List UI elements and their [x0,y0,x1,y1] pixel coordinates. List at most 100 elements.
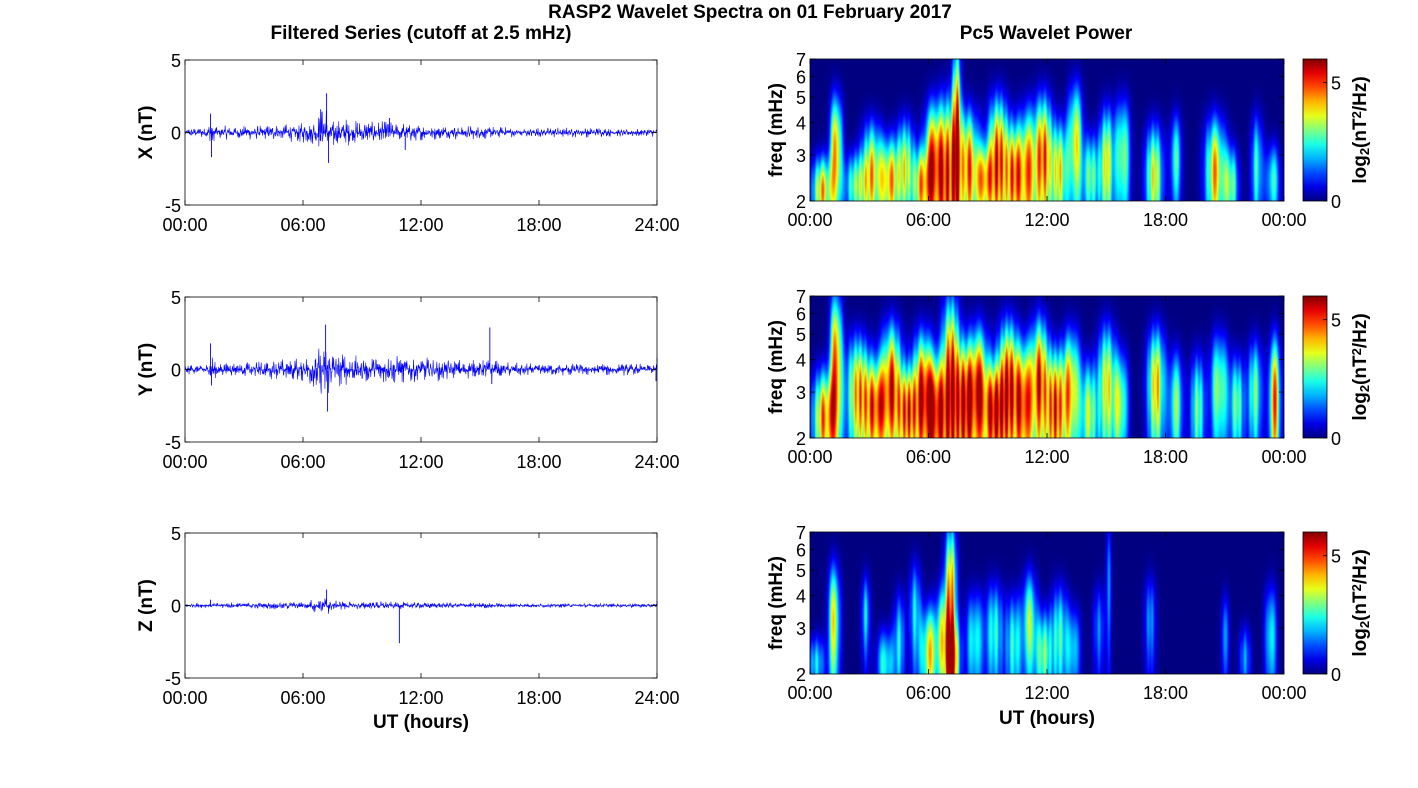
y-tick-label: 5 [171,524,181,544]
x-tick-label: 00:00 [1261,210,1306,230]
y-tick-label: 3 [796,146,806,166]
colorbar-label-part: /Hz) [1350,76,1371,111]
y-tick-label: 7 [796,523,806,543]
colorbar-label-part: 2 [1357,148,1372,155]
heatmap-raster [810,296,1284,438]
y-tick-label: 4 [796,113,806,133]
x-tick-label: 12:00 [1024,210,1069,230]
y-tick-label: 2 [796,665,806,685]
colorbar-label-part: 2 [1349,584,1364,591]
y-tick-label: -5 [165,669,181,689]
y-tick-label: 0 [171,597,181,617]
x-tick-label: 06:00 [906,210,951,230]
x-tick-label: 06:00 [280,688,325,708]
colorbar-tick-label: 5 [1331,547,1341,567]
x-tick-label: 00:00 [1261,447,1306,467]
y-tick-label: 7 [796,287,806,307]
x-tick-label: 24:00 [634,215,679,235]
heatmap-canvas [810,296,1284,438]
colorbar-label-part: /Hz) [1350,549,1371,584]
x-axis-label: UT (hours) [373,712,469,733]
x-tick-label: 18:00 [516,688,561,708]
colorbar-label-part: /Hz) [1350,313,1371,348]
x-axis-label: UT (hours) [999,708,1095,729]
colorbar [1302,295,1328,439]
x-tick-label: 00:00 [162,452,207,472]
x-tick-label: 00:00 [162,688,207,708]
colorbar-label-part: log [1350,155,1371,184]
colorbar-label-part: (nT [1350,355,1371,385]
y-axis-label: X (nT) [136,106,157,160]
y-tick-label: 0 [171,124,181,144]
x-tick-label: 12:00 [398,215,443,235]
x-tick-label: 00:00 [787,447,832,467]
trace-line [184,110,658,147]
right-column-title: Pc5 Wavelet Power [960,23,1133,44]
colorbar-tick-label: 0 [1331,665,1341,685]
x-tick-label: 18:00 [1143,210,1188,230]
y-axis-label: freq (mHz) [766,83,787,177]
x-tick-label: 06:00 [906,447,951,467]
series-panel-x: 5 0 -500:00 06:00 12:00 18:00 24:00 X (nT) [136,51,680,235]
x-tick-label: 24:00 [634,688,679,708]
y-axis-label: freq (mHz) [766,556,787,650]
series-panel-z: 5 0 -500:00 06:00 12:00 18:00 24:00 Z (nT) UT (h… [136,524,680,733]
colorbar-label: log2(nT2/Hz) [1349,76,1372,183]
y-tick-label: 5 [796,88,806,108]
left-column-title: Filtered Series (cutoff at 2.5 mHz) [271,23,572,44]
x-tick-label: 06:00 [906,683,951,703]
colorbar [1302,58,1328,202]
y-tick-label: 7 [796,50,806,70]
x-tick-label: 24:00 [634,452,679,472]
trace-line [184,348,658,394]
y-tick-label: 4 [796,586,806,606]
y-tick-label: -5 [165,196,181,216]
heatmap-raster [810,532,1284,674]
y-axis-label: freq (mHz) [766,320,787,414]
colorbar-label-part: (nT [1350,591,1371,621]
colorbar-label: log2(nT2/Hz) [1349,313,1372,420]
y-tick-label: 6 [796,304,806,324]
y-axis-label: Z (nT) [136,579,157,632]
heatmap-canvas [810,59,1284,201]
x-tick-label: 18:00 [1143,683,1188,703]
x-tick-label: 00:00 [1261,683,1306,703]
y-tick-label: 3 [796,383,806,403]
figure-suptitle: RASP2 Wavelet Spectra on 01 February 201… [548,2,952,23]
heatmap-raster [810,59,1284,201]
x-tick-label: 12:00 [1024,447,1069,467]
colorbar-tick-label: 5 [1331,311,1341,331]
x-tick-label: 18:00 [516,452,561,472]
x-tick-label: 12:00 [398,452,443,472]
y-tick-label: -5 [165,433,181,453]
y-tick-label: 5 [796,561,806,581]
y-tick-label: 2 [796,192,806,212]
x-tick-label: 18:00 [1143,447,1188,467]
y-tick-label: 4 [796,350,806,370]
x-tick-label: 00:00 [162,215,207,235]
y-tick-label: 3 [796,619,806,639]
x-tick-label: 12:00 [398,688,443,708]
x-tick-label: 00:00 [787,683,832,703]
colorbar [1302,531,1328,675]
y-tick-label: 2 [796,429,806,449]
colorbar-label: log2(nT2/Hz) [1349,549,1372,656]
colorbar-label-part: 2 [1357,385,1372,392]
y-tick-label: 5 [796,325,806,345]
colorbar-tick-label: 0 [1331,192,1341,212]
panels-group: 50-500:00 06:00 12:00 18:00 24:00X (nT)50-50… [136,50,1372,733]
colorbar-label-part: log [1350,392,1371,421]
y-tick-label: 0 [171,361,181,381]
colorbar-tick-label: 5 [1331,74,1341,94]
colorbar-label-part: 2 [1357,621,1372,628]
y-tick-label: 6 [796,540,806,560]
x-tick-label: 06:00 [280,215,325,235]
colorbar-label-part: log [1350,628,1371,657]
colorbar-label-part: 2 [1349,348,1364,355]
colorbar-label-part: 2 [1349,111,1364,118]
colorbar-tick-label: 0 [1331,429,1341,449]
y-tick-label: 5 [171,288,181,308]
